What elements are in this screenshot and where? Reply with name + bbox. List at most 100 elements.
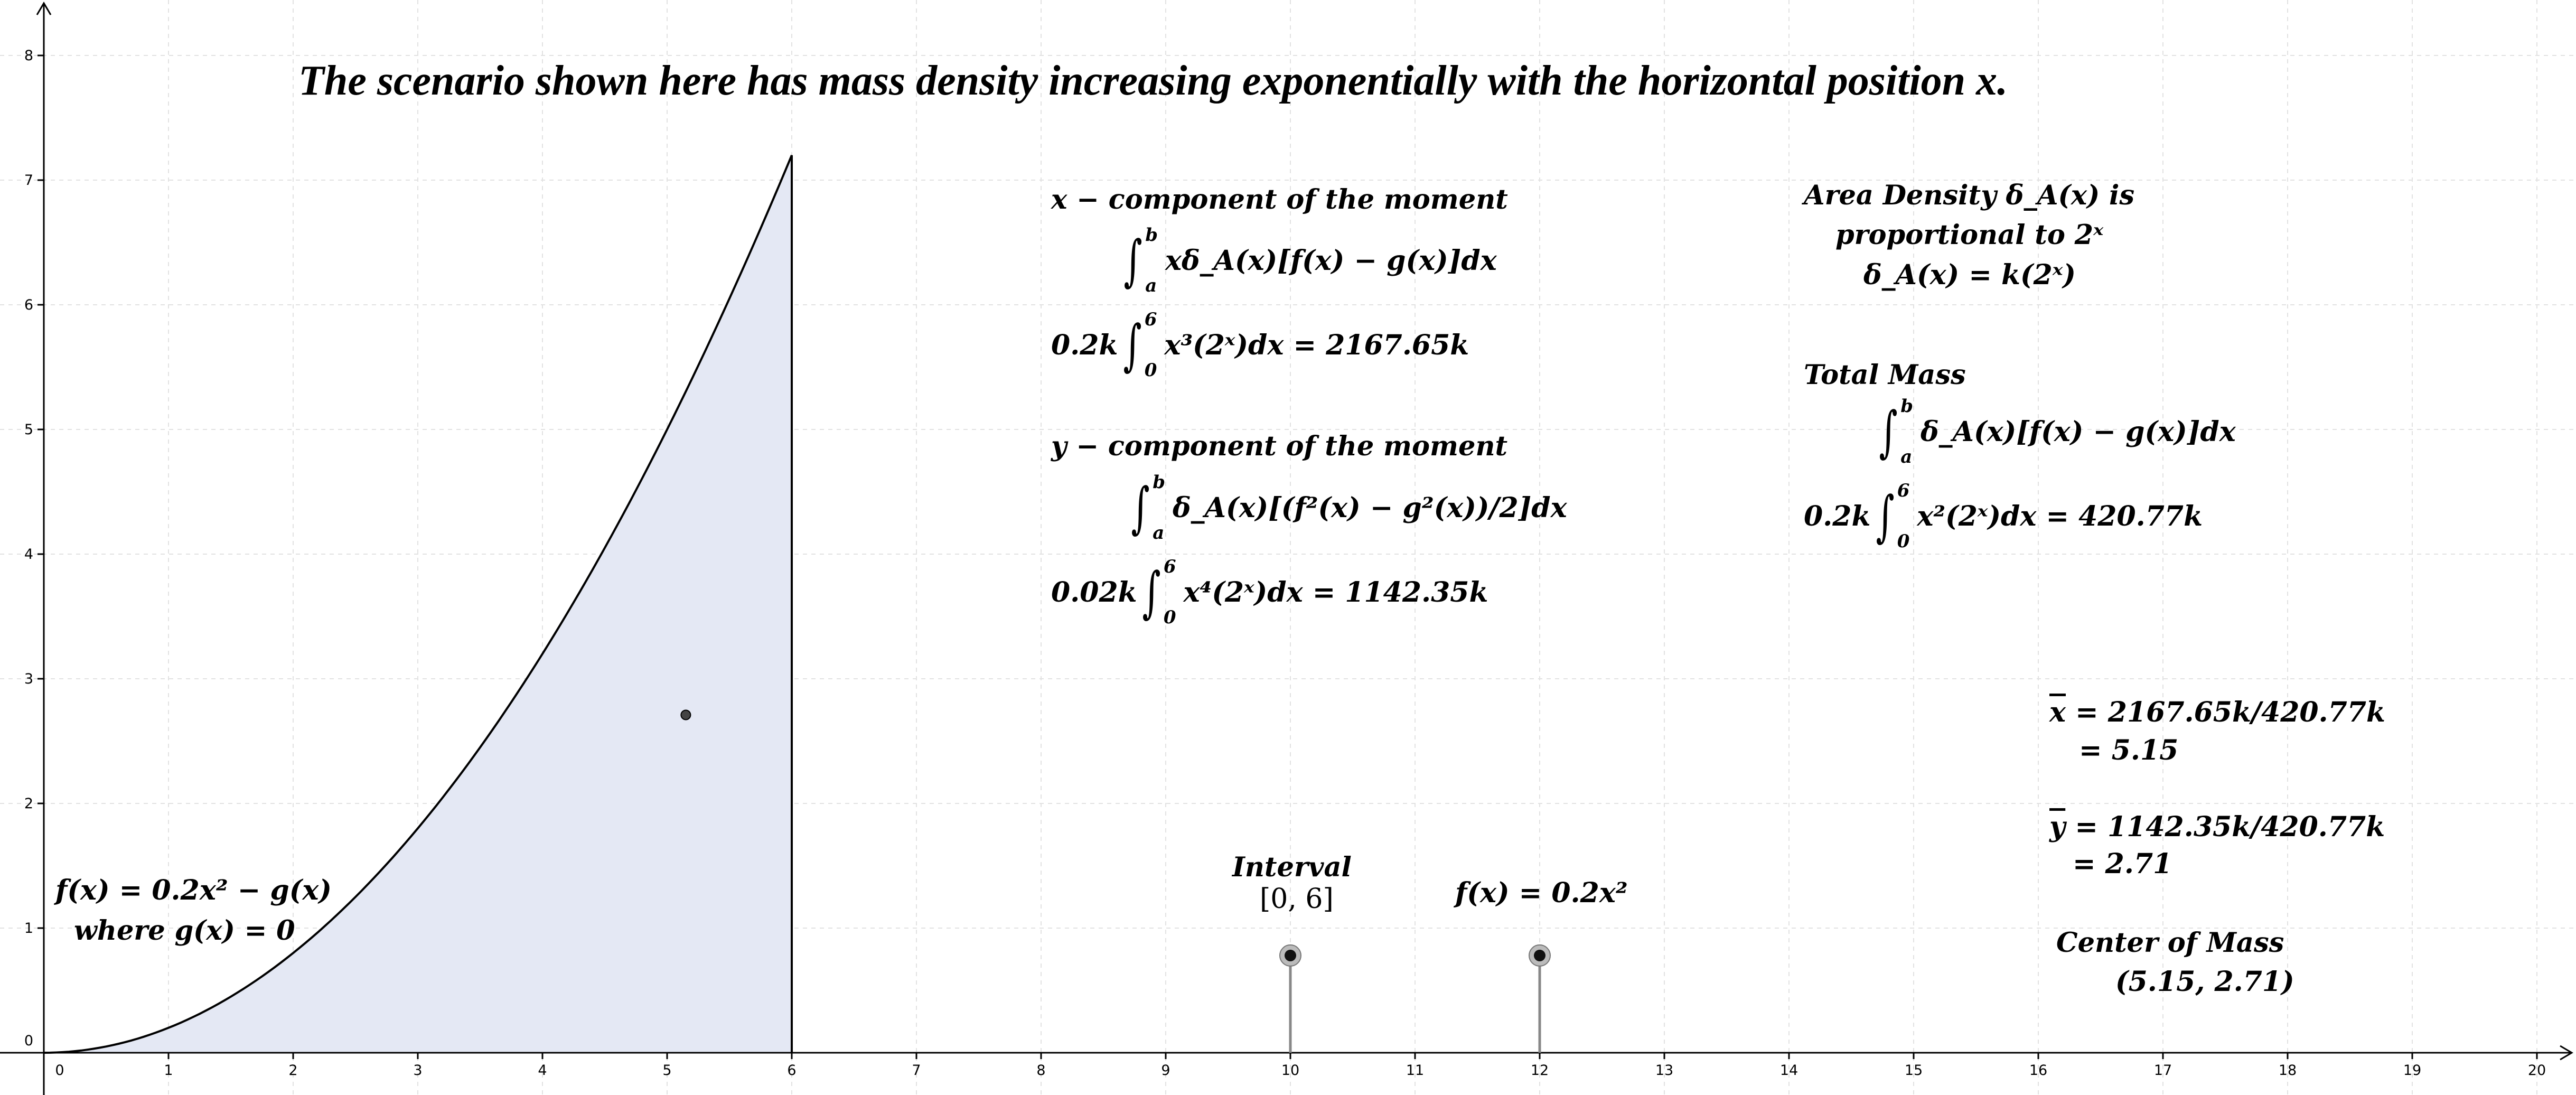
total-mass-general-integrand: δ_A(x)[f(x) − g(x)]dx	[1920, 415, 2236, 448]
x-moment-general-integral: ∫ b a xδ_A(x)[f(x) − g(x)]dx	[1119, 224, 1497, 296]
x-axis-arrow-icon	[2560, 1045, 2573, 1061]
density-formula: δ_A(x) = k(2ˣ)	[1863, 259, 2076, 291]
y-tick-label: 3	[24, 671, 33, 687]
x-tick-label: 16	[2029, 1062, 2047, 1079]
lower-limit: 0	[1144, 360, 1157, 381]
upper-limit: b	[1145, 224, 1158, 246]
page-title: The scenario shown here has mass density…	[298, 58, 2008, 104]
shaded-region[interactable]	[44, 155, 792, 1053]
upper-limit: 6	[1144, 309, 1157, 330]
center-of-mass-title: Center of Mass	[2056, 927, 2284, 959]
x-tick-label: 13	[1655, 1062, 1673, 1079]
xbar-value: = 5.15	[2079, 734, 2179, 766]
center-of-mass-value: (5.15, 2.71)	[2115, 966, 2294, 998]
total-mass-integral: 0.2k ∫ 6 0 x²(2ˣ)dx = 420.77k	[1804, 482, 2203, 550]
ybar-expression: y = 1142.35k/420.77k	[2049, 811, 2385, 843]
points[interactable]	[680, 709, 1551, 1053]
y-moment-general-integral: ∫ b a δ_A(x)[(f²(x) − g²(x))/2]dx	[1126, 473, 1567, 542]
y-tick-label: 8	[24, 48, 33, 64]
interval-value: [0, 6]	[1260, 883, 1334, 915]
x-moment-coef: 0.2k	[1051, 329, 1118, 361]
y-moment-general-integrand: δ_A(x)[(f²(x) − g²(x))/2]dx	[1172, 491, 1567, 524]
fx-simple-label: f(x) = 0.2x²	[1455, 877, 1628, 909]
function-curve[interactable]	[43, 155, 793, 1054]
x-tick-label: 20	[2528, 1062, 2546, 1079]
integral-sign-icon: ∫	[1142, 560, 1161, 624]
upper-limit: 6	[1163, 556, 1176, 577]
total-mass-general-integral: ∫ b a δ_A(x)[f(x) − g(x)]dx	[1874, 396, 2236, 467]
slider-handle[interactable]	[1285, 949, 1296, 961]
integral-sign-icon: ∫	[1122, 313, 1142, 377]
lower-limit: a	[1145, 275, 1157, 296]
x-tick-label: 2	[288, 1062, 297, 1079]
ybar-expr: = 1142.35k/420.77k	[2075, 811, 2385, 843]
integral-sign-icon: ∫	[1123, 228, 1142, 293]
ybar-symbol: y	[2049, 811, 2066, 843]
x-tick-label: 0	[55, 1062, 64, 1079]
xbar-expression: x = 2167.65k/420.77k	[2049, 696, 2385, 728]
x-moment-general-integrand: xδ_A(x)[f(x) − g(x)]dx	[1165, 244, 1497, 277]
x-tick-label: 18	[2279, 1062, 2297, 1079]
x-tick-label: 12	[1531, 1062, 1549, 1079]
total-mass-result: 420.77k	[2078, 500, 2203, 532]
total-mass-coef: 0.2k	[1804, 500, 1871, 532]
integral-sign-icon: ∫	[1131, 475, 1150, 540]
density-line1: Area Density δ_A(x) is	[1804, 180, 2135, 211]
lower-limit: a	[1900, 446, 1913, 467]
y-moment-title: y − component of the moment	[1051, 430, 1508, 462]
x-tick-label: 14	[1780, 1062, 1798, 1079]
x-tick-label: 17	[2154, 1062, 2172, 1079]
ybar-value: = 2.71	[2073, 848, 2172, 880]
gx-definition: where g(x) = 0	[74, 915, 295, 947]
lower-limit: 0	[1163, 607, 1176, 628]
x-tick-label: 1	[164, 1062, 173, 1079]
y-moment-integral: 0.02k ∫ 6 0 x⁴(2ˣ)dx = 1142.35k	[1051, 558, 1488, 626]
x-moment-result: 2167.65k	[1326, 329, 1469, 361]
lower-limit: a	[1153, 522, 1165, 544]
interval-title: Interval	[1232, 851, 1352, 883]
x-moment-title: x − component of the moment	[1051, 184, 1508, 216]
y-tick-label: 4	[24, 546, 33, 563]
x-tick-label: 8	[1036, 1062, 1045, 1079]
x-tick-label: 7	[912, 1062, 921, 1079]
density-line2: proportional to 2ˣ	[1835, 219, 2104, 251]
y-tick-label: 0	[24, 1033, 33, 1049]
integral-sign-icon: ∫	[1879, 399, 1898, 464]
y-tick-label: 1	[24, 920, 33, 937]
xbar-symbol: x	[2049, 696, 2066, 728]
x-moment-integrand: x³(2ˣ)dx =	[1164, 329, 1317, 361]
x-tick-label: 15	[1905, 1062, 1923, 1079]
x-moment-integral: 0.2k ∫ 6 0 x³(2ˣ)dx = 2167.65k	[1051, 311, 1469, 379]
upper-limit: b	[1900, 396, 1913, 417]
x-tick-label: 19	[2403, 1062, 2421, 1079]
y-tick-label: 6	[24, 297, 33, 313]
y-moment-integrand: x⁴(2ˣ)dx =	[1183, 576, 1336, 609]
center-of-mass-point[interactable]	[680, 709, 691, 720]
tick-labels: 0 1 2 3 4 5 6 7 8 9 10 11 12 13 14 15 16 17 18 19 2001234567…	[24, 48, 2546, 1079]
x-tick-label: 6	[787, 1062, 796, 1079]
upper-limit: 6	[1897, 480, 1910, 501]
slider-handle[interactable]	[1534, 949, 1545, 961]
x-tick-label: 5	[662, 1062, 671, 1079]
fx-definition: f(x) = 0.2x² − g(x)	[55, 874, 332, 906]
x-tick-label: 11	[1406, 1062, 1424, 1079]
x-tick-label: 4	[538, 1062, 547, 1079]
total-mass-integrand: x²(2ˣ)dx =	[1917, 500, 2069, 532]
upper-limit: b	[1153, 472, 1165, 493]
x-tick-label: 3	[413, 1062, 422, 1079]
y-tick-label: 7	[24, 172, 33, 189]
y-axis-arrow-icon	[36, 2, 52, 15]
y-tick-label: 2	[24, 795, 33, 812]
x-tick-label: 10	[1281, 1062, 1299, 1079]
lower-limit: 0	[1897, 531, 1910, 552]
x-tick-label: 9	[1161, 1062, 1170, 1079]
y-moment-result: 1142.35k	[1345, 576, 1488, 609]
y-moment-coef: 0.02k	[1051, 576, 1137, 609]
xbar-expr: = 2167.65k/420.77k	[2075, 696, 2386, 728]
total-mass-title: Total Mass	[1804, 359, 1966, 391]
y-tick-label: 5	[24, 422, 33, 438]
